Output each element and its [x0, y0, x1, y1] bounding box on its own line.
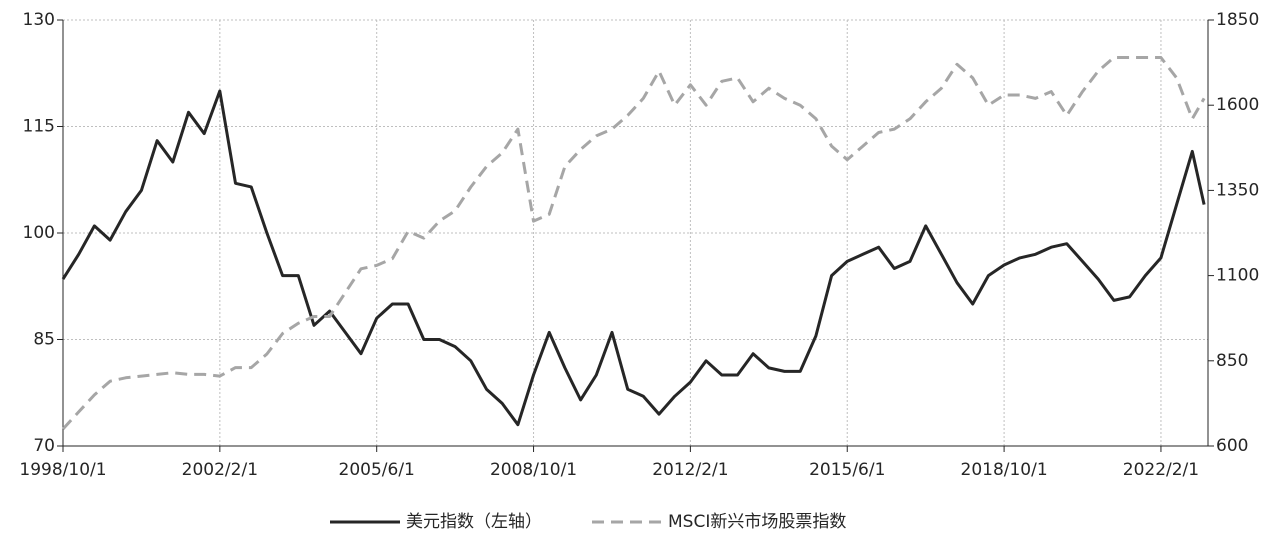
y-tick-label: 70	[33, 436, 55, 456]
y2-tick-label: 1600	[1216, 95, 1259, 115]
legend-label: MSCI新兴市场股票指数	[668, 512, 846, 532]
y2-tick-label: 1100	[1216, 266, 1259, 286]
series-line	[61, 89, 1206, 427]
series-line	[61, 56, 1206, 431]
x-tick-label: 2002/2/1	[182, 460, 258, 480]
x-tick-label: 2008/10/1	[490, 460, 577, 480]
y-tick-label: 115	[23, 117, 55, 137]
x-tick-label: 2005/6/1	[339, 460, 415, 480]
y2-tick-label: 1350	[1216, 180, 1259, 200]
x-tick-label: 2012/2/1	[652, 460, 728, 480]
y2-tick-label: 600	[1216, 436, 1248, 456]
y2-tick-label: 1850	[1216, 10, 1259, 30]
x-tick-label: 2022/2/1	[1123, 460, 1199, 480]
y-tick-label: 100	[23, 223, 55, 243]
y-tick-label: 130	[23, 10, 55, 30]
legend-label: 美元指数（左轴）	[406, 512, 542, 532]
x-tick-label: 1998/10/1	[19, 460, 106, 480]
x-tick-label: 2018/10/1	[961, 460, 1048, 480]
y2-tick-label: 850	[1216, 351, 1248, 371]
y-tick-label: 85	[33, 330, 55, 350]
x-tick-label: 2015/6/1	[809, 460, 885, 480]
